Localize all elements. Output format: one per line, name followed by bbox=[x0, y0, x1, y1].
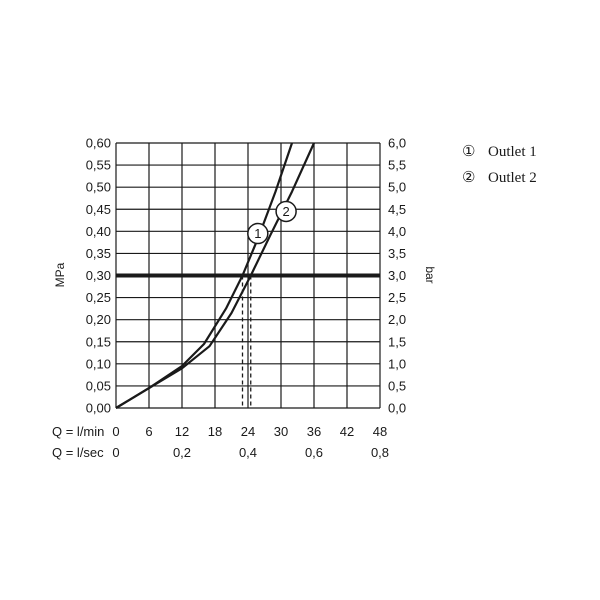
x-tick-label-lsec: 0,4 bbox=[239, 445, 257, 460]
right-tick-label: 0,5 bbox=[388, 378, 406, 393]
left-tick-label: 0,05 bbox=[86, 378, 111, 393]
legend-symbol-2: ② bbox=[462, 170, 475, 186]
left-tick-label: 0,55 bbox=[86, 158, 111, 173]
x-tick-label-lmin: 18 bbox=[208, 424, 222, 439]
legend: ① Outlet 1 ② Outlet 2 bbox=[462, 144, 537, 186]
right-tick-label: 6,0 bbox=[388, 136, 406, 151]
x-tick-label-lmin: 24 bbox=[241, 424, 255, 439]
right-axis-title: bar bbox=[423, 266, 437, 283]
x-axis-lmin-ticks: 0 6 12 18 24 30 36 42 48 bbox=[112, 424, 387, 439]
right-tick-label: 3,0 bbox=[388, 268, 406, 283]
left-tick-label: 0,25 bbox=[86, 290, 111, 305]
right-tick-label: 5,0 bbox=[388, 180, 406, 195]
x-tick-label-lmin: 36 bbox=[307, 424, 321, 439]
left-tick-label: 0,50 bbox=[86, 180, 111, 195]
left-tick-label: 0,15 bbox=[86, 334, 111, 349]
left-tick-label: 0,10 bbox=[86, 356, 111, 371]
legend-symbol-1: ① bbox=[462, 144, 475, 160]
series-marker-2: 2 bbox=[275, 200, 297, 223]
right-tick-label: 5,5 bbox=[388, 158, 406, 173]
legend-item-outlet-1: ① Outlet 1 bbox=[462, 144, 537, 160]
right-tick-label: 1,0 bbox=[388, 356, 406, 371]
x-axis-lmin-label: Q = l/min bbox=[52, 424, 104, 439]
left-tick-label: 0,40 bbox=[86, 224, 111, 239]
x-tick-label-lmin: 6 bbox=[145, 424, 152, 439]
right-tick-label: 2,0 bbox=[388, 312, 406, 327]
series-marker-1: 1 bbox=[247, 222, 269, 245]
x-tick-label-lsec: 0,6 bbox=[305, 445, 323, 460]
left-tick-label: 0,30 bbox=[86, 268, 111, 283]
left-tick-label: 0,45 bbox=[86, 202, 111, 217]
x-tick-label-lmin: 30 bbox=[274, 424, 288, 439]
right-axis-ticks: 0,0 0,5 1,0 1,5 2,0 2,5 3,0 3,5 4,0 4,5 5,0 5,5 6,0 bbox=[388, 136, 406, 416]
x-axis-lsec-label: Q = l/sec bbox=[52, 445, 104, 460]
right-tick-label: 0,0 bbox=[388, 401, 406, 416]
intersection-drop-lines bbox=[241, 275, 252, 408]
x-tick-label-lsec: 0 bbox=[112, 445, 119, 460]
series-markers: 12 bbox=[247, 200, 297, 245]
left-tick-label: 0,20 bbox=[86, 312, 111, 327]
x-tick-label-lmin: 42 bbox=[340, 424, 354, 439]
left-tick-label: 0,35 bbox=[86, 246, 111, 261]
legend-item-outlet-2: ② Outlet 2 bbox=[462, 170, 537, 186]
left-axis-ticks: 0,00 0,05 0,10 0,15 0,20 0,25 0,30 0,35 0,40 0,45… bbox=[86, 136, 111, 416]
legend-label-outlet-2: Outlet 2 bbox=[488, 170, 537, 186]
left-tick-label: 0,00 bbox=[86, 401, 111, 416]
x-tick-label-lmin: 48 bbox=[373, 424, 387, 439]
right-tick-label: 3,5 bbox=[388, 246, 406, 261]
x-tick-label-lsec: 0,2 bbox=[173, 445, 191, 460]
right-tick-label: 4,0 bbox=[388, 224, 406, 239]
x-tick-label-lsec: 0,8 bbox=[371, 445, 389, 460]
x-tick-label-lmin: 0 bbox=[112, 424, 119, 439]
x-tick-label-lmin: 12 bbox=[175, 424, 189, 439]
series-marker-label-2: 2 bbox=[282, 204, 289, 219]
series-marker-circle-1 bbox=[247, 222, 269, 245]
left-axis-title: MPa bbox=[53, 262, 67, 287]
right-tick-label: 4,5 bbox=[388, 202, 406, 217]
series-marker-circle-2 bbox=[275, 200, 297, 223]
right-tick-label: 2,5 bbox=[388, 290, 406, 305]
left-tick-label: 0,60 bbox=[86, 136, 111, 151]
series-marker-label-1: 1 bbox=[254, 226, 261, 241]
right-tick-label: 1,5 bbox=[388, 334, 406, 349]
x-axis-lsec-ticks: 0 0,2 0,4 0,6 0,8 bbox=[112, 445, 389, 460]
legend-label-outlet-1: Outlet 1 bbox=[488, 144, 537, 160]
